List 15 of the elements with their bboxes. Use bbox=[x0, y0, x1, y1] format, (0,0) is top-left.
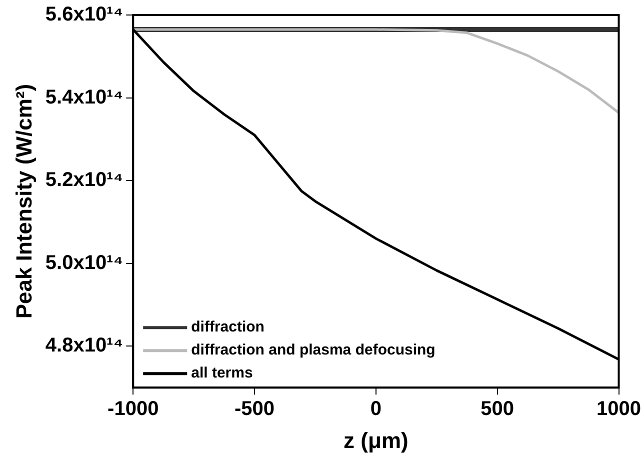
x-tick-label: -500 bbox=[234, 398, 275, 420]
legend-label: diffraction and plasma defocusing bbox=[191, 342, 436, 359]
legend-label: all terms bbox=[191, 364, 253, 382]
x-tick-label: 1000 bbox=[596, 398, 642, 420]
x-tick-label: -1000 bbox=[108, 398, 159, 420]
x-axis-title: z (μm) bbox=[344, 428, 408, 453]
legend-label: diffraction bbox=[191, 318, 264, 336]
y-tick-label: 5.4x10¹⁴ bbox=[45, 86, 124, 108]
y-tick-label: 4.8x10¹⁴ bbox=[45, 334, 124, 357]
y-tick-label: 5.2x10¹⁴ bbox=[45, 169, 124, 192]
y-axis-title: Peak Intensity (W/cm²) bbox=[11, 84, 36, 319]
x-tick-label: 500 bbox=[480, 398, 514, 420]
y-tick-label: 5.6x10¹⁴ bbox=[45, 4, 124, 26]
x-tick-label: 0 bbox=[370, 398, 382, 420]
y-tick-label: 5.0x10¹⁴ bbox=[45, 252, 124, 274]
